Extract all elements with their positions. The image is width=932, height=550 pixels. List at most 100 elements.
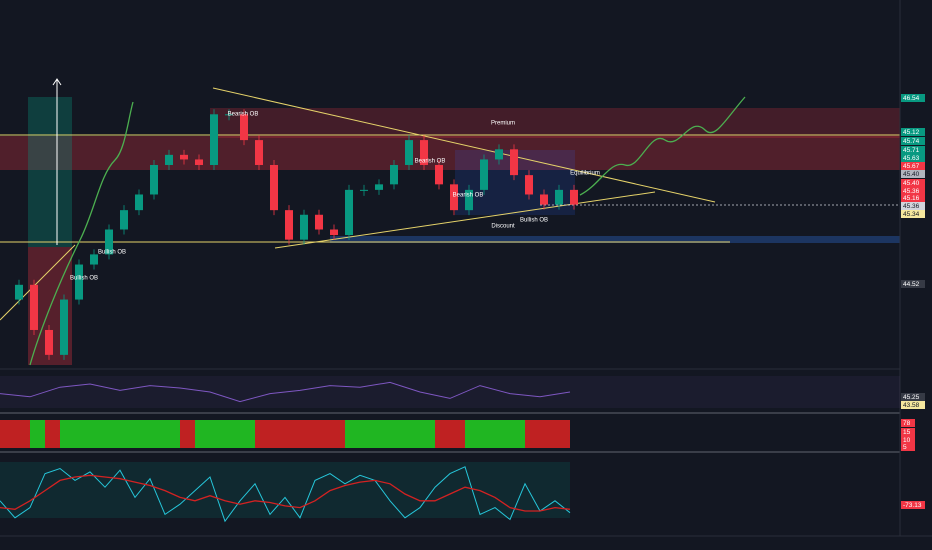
price-label: 45.74 (903, 138, 920, 145)
candle (525, 175, 533, 195)
annotation: Bullish OB (98, 250, 126, 256)
trend-bar (300, 420, 315, 448)
trend-bar (90, 420, 105, 448)
trend-bar (315, 420, 330, 448)
price-label-bg (901, 137, 925, 145)
trend-bar (255, 420, 270, 448)
trend-bar (330, 420, 345, 448)
price-label: 45.34 (903, 211, 920, 218)
annotation: Bullish OB (520, 218, 548, 224)
candle (180, 154, 188, 160)
price-label: 45.67 (903, 163, 920, 170)
price-label-bg (901, 194, 925, 202)
price-label: 45.36 (903, 203, 920, 210)
candle (135, 194, 143, 211)
price-label: -73.13 (903, 502, 922, 509)
trend-bar (195, 420, 210, 448)
trend-bar (120, 420, 135, 448)
candle (300, 214, 308, 240)
trend-bar (525, 420, 540, 448)
annotation: Premium (491, 121, 515, 127)
trend-bar (30, 420, 45, 448)
trend-bar (15, 420, 30, 448)
price-label-bg (901, 146, 925, 154)
price-label: 46.54 (903, 95, 920, 102)
price-label-bg (901, 393, 925, 401)
trend-line (274, 191, 656, 249)
price-label-bg (901, 187, 925, 195)
price-label-bg (901, 154, 925, 162)
price-label-bg (901, 162, 925, 170)
candle (150, 164, 158, 195)
trend-bar (405, 420, 420, 448)
trend-bar (105, 420, 120, 448)
price-label: 10 (903, 437, 911, 444)
trend-bar (360, 420, 375, 448)
annotation: Bullish OB (70, 276, 98, 282)
price-label: 45.40 (903, 180, 920, 187)
price-label: 45.12 (903, 129, 920, 136)
candle (495, 149, 503, 160)
candle (240, 114, 248, 141)
candle (270, 164, 278, 211)
candle (30, 284, 38, 330)
candle (75, 264, 83, 300)
trend-bar (165, 420, 180, 448)
candle (360, 189, 368, 191)
osc-line (0, 474, 571, 512)
candle (255, 140, 263, 165)
demand-band (330, 236, 900, 243)
trend-bar (135, 420, 150, 448)
candle (225, 114, 233, 116)
osc-band (0, 462, 570, 518)
trend-bar (180, 420, 195, 448)
candle (90, 254, 98, 265)
candle (405, 140, 413, 165)
trend-bar (435, 420, 450, 448)
candle (15, 284, 23, 300)
candle (375, 184, 383, 190)
trend-bar (480, 420, 495, 448)
trend-bar (555, 420, 570, 448)
trend-bar (465, 420, 480, 448)
price-label-bg (901, 210, 925, 218)
trend-bar (240, 420, 255, 448)
annotation: Bearish OB (415, 159, 446, 165)
trend-bar (345, 420, 360, 448)
candle (195, 159, 203, 165)
trend-bar (375, 420, 390, 448)
trend-bar (420, 420, 435, 448)
trend-bar (450, 420, 465, 448)
price-label: 45.40 (903, 171, 920, 178)
candle (570, 189, 578, 205)
price-label: 45.36 (903, 188, 920, 195)
price-label: 43.58 (903, 402, 920, 409)
trend-bar (0, 420, 15, 448)
price-label: 44.52 (903, 281, 920, 288)
trend-bar (225, 420, 240, 448)
trend-bar (495, 420, 510, 448)
trend-line (0, 244, 76, 321)
annotation: Equilibrium (570, 171, 600, 177)
candle (330, 229, 338, 236)
price-label: 45.63 (903, 155, 920, 162)
candle (60, 299, 68, 355)
candle (210, 114, 218, 165)
candle (450, 184, 458, 211)
arrow-head (52, 78, 62, 86)
price-label: 45.16 (903, 195, 920, 202)
trend-bar (75, 420, 90, 448)
candle (315, 214, 323, 230)
candle (105, 229, 113, 255)
price-label-bg (901, 428, 915, 436)
price-label-bg (901, 94, 925, 102)
price-label-bg (901, 501, 925, 509)
trend-bar (210, 420, 225, 448)
trend-bar (390, 420, 405, 448)
annotation: Discount (491, 224, 515, 230)
candle (45, 329, 53, 355)
price-label: 15 (903, 429, 911, 436)
rsi-band (0, 376, 900, 408)
